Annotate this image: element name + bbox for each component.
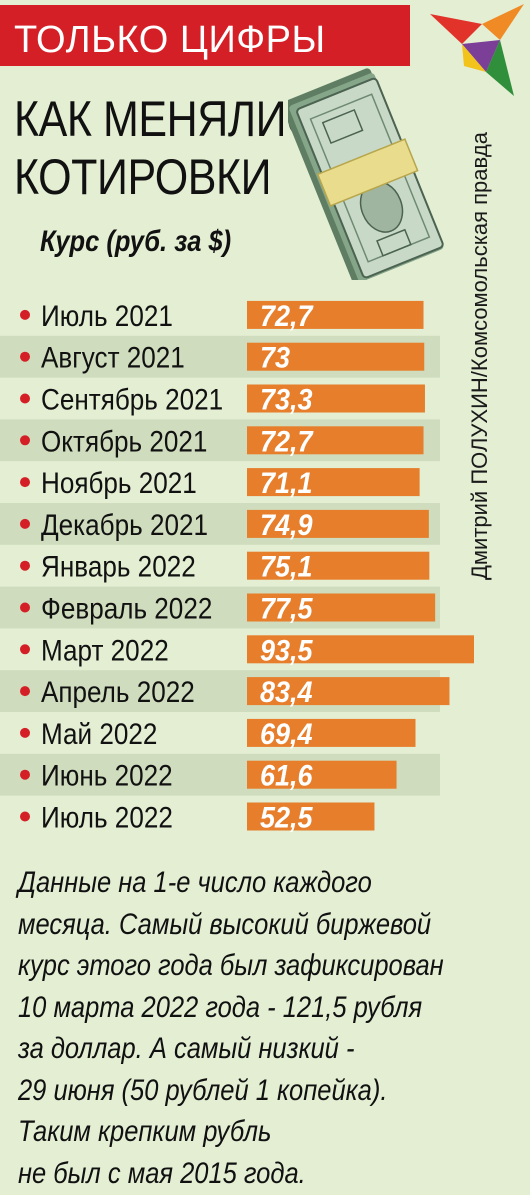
- chart-row: Сентябрь 2021 73,3: [20, 383, 425, 417]
- rubric-banner: ТОЛЬКО ЦИФРЫ: [0, 5, 410, 66]
- chart-row: Октябрь 2021 72,7: [0, 419, 440, 462]
- category-label: Август 2021: [41, 341, 185, 374]
- data-label: 61,6: [260, 759, 314, 793]
- bar: [247, 426, 424, 455]
- data-label: 69,4: [260, 718, 313, 752]
- bullet-icon: [20, 351, 30, 362]
- footnote-line-7: Таким крепким рубль: [18, 1115, 272, 1148]
- bullet-icon: [20, 727, 30, 738]
- data-label: 73: [260, 341, 290, 375]
- category-label: Июнь 2022: [41, 759, 173, 792]
- category-label: Май 2022: [41, 717, 157, 750]
- footnote-line-5: за доллар. А самый низкий -: [18, 1032, 355, 1065]
- bar: [247, 384, 425, 413]
- bar-chart: Июль 2021 72,7 Август 2021 73 Сентябрь 2021 7…: [0, 299, 474, 835]
- bar: [247, 802, 375, 831]
- chart-row: Январь 2022 75,1: [20, 550, 430, 584]
- chart-row: Июль 2021 72,7: [20, 299, 424, 333]
- bullet-icon: [20, 644, 30, 655]
- bullet-icon: [20, 477, 30, 488]
- data-label: 72,7: [260, 300, 314, 334]
- money-stack-icon: [288, 68, 444, 280]
- data-label: 73,3: [260, 383, 313, 417]
- category-label: Март 2022: [41, 634, 169, 667]
- bullet-icon: [20, 309, 30, 320]
- bullet-icon: [20, 560, 30, 571]
- headline: КАК МЕНЯЛИСЬ КОТИРОВКИ: [14, 90, 398, 206]
- bar: [247, 468, 420, 497]
- bullet-icon: [20, 686, 30, 697]
- bullet-icon: [20, 435, 30, 446]
- bar: [247, 760, 397, 789]
- bullet-icon: [20, 769, 30, 780]
- data-label: 71,1: [260, 467, 313, 501]
- chart-row: Ноябрь 2021 71,1: [20, 466, 420, 500]
- footnote-line-1: Данные на 1-е число каждого: [18, 866, 372, 899]
- bar: [247, 677, 450, 706]
- data-label: 72,7: [260, 425, 314, 459]
- bullet-icon: [20, 518, 30, 529]
- footnote-line-4: 10 марта 2022 года - 121,5 рубля: [18, 990, 423, 1024]
- bar: [247, 718, 416, 747]
- bullet-icon: [20, 811, 30, 822]
- data-label: 52,5: [260, 801, 314, 835]
- chart-row: Март 2022 93,5: [20, 634, 474, 668]
- category-label: Февраль 2022: [41, 592, 212, 625]
- bullet-icon: [20, 393, 30, 404]
- bar: [247, 509, 429, 538]
- footnote-line-8: не был с мая 2015 года.: [18, 1156, 306, 1190]
- data-label: 93,5: [260, 634, 314, 668]
- data-label: 75,1: [260, 550, 313, 584]
- bar: [247, 300, 424, 329]
- footnote-line-3: курс этого года был зафиксирован: [18, 949, 444, 982]
- bird-logo-icon: [430, 4, 524, 96]
- category-label: Сентябрь 2021: [41, 383, 223, 416]
- chart-row: Июль 2022 52,5: [20, 801, 375, 835]
- bar: [247, 551, 430, 580]
- chart-row: Февраль 2022 77,5: [0, 586, 440, 629]
- category-label: Декабрь 2021: [41, 508, 208, 541]
- data-label: 74,9: [260, 509, 313, 543]
- category-label: Июль 2022: [41, 801, 173, 834]
- category-label: Ноябрь 2021: [41, 466, 197, 499]
- chart-row: Август 2021 73: [0, 335, 440, 378]
- category-label: Январь 2022: [41, 550, 196, 583]
- bar: [247, 635, 474, 664]
- headline-line-2: КОТИРОВКИ: [14, 149, 272, 205]
- footnote-line-2: месяца. Самый высокий биржевой: [18, 907, 432, 941]
- category-label: Апрель 2022: [41, 675, 195, 708]
- bar: [247, 342, 425, 371]
- bullet-icon: [20, 602, 30, 613]
- data-label: 77,5: [260, 592, 314, 626]
- chart-row: Май 2022 69,4: [20, 717, 416, 752]
- chart-title: Курс (руб. за $): [40, 225, 232, 258]
- bar: [247, 593, 436, 622]
- data-label: 83,4: [260, 676, 313, 710]
- chart-row: Июнь 2022 61,6: [0, 753, 440, 796]
- footnote-line-6: 29 июня (50 рублей 1 копейка).: [18, 1073, 388, 1107]
- rubric-text: ТОЛЬКО ЦИФРЫ: [14, 19, 326, 61]
- category-label: Июль 2021: [41, 299, 173, 332]
- chart-row: Декабрь 2021 74,9: [0, 503, 440, 545]
- category-label: Октябрь 2021: [41, 425, 207, 458]
- footnote: Данные на 1-е число каждого месяца. Самы…: [18, 862, 523, 1194]
- chart-row: Апрель 2022 83,4: [0, 670, 450, 712]
